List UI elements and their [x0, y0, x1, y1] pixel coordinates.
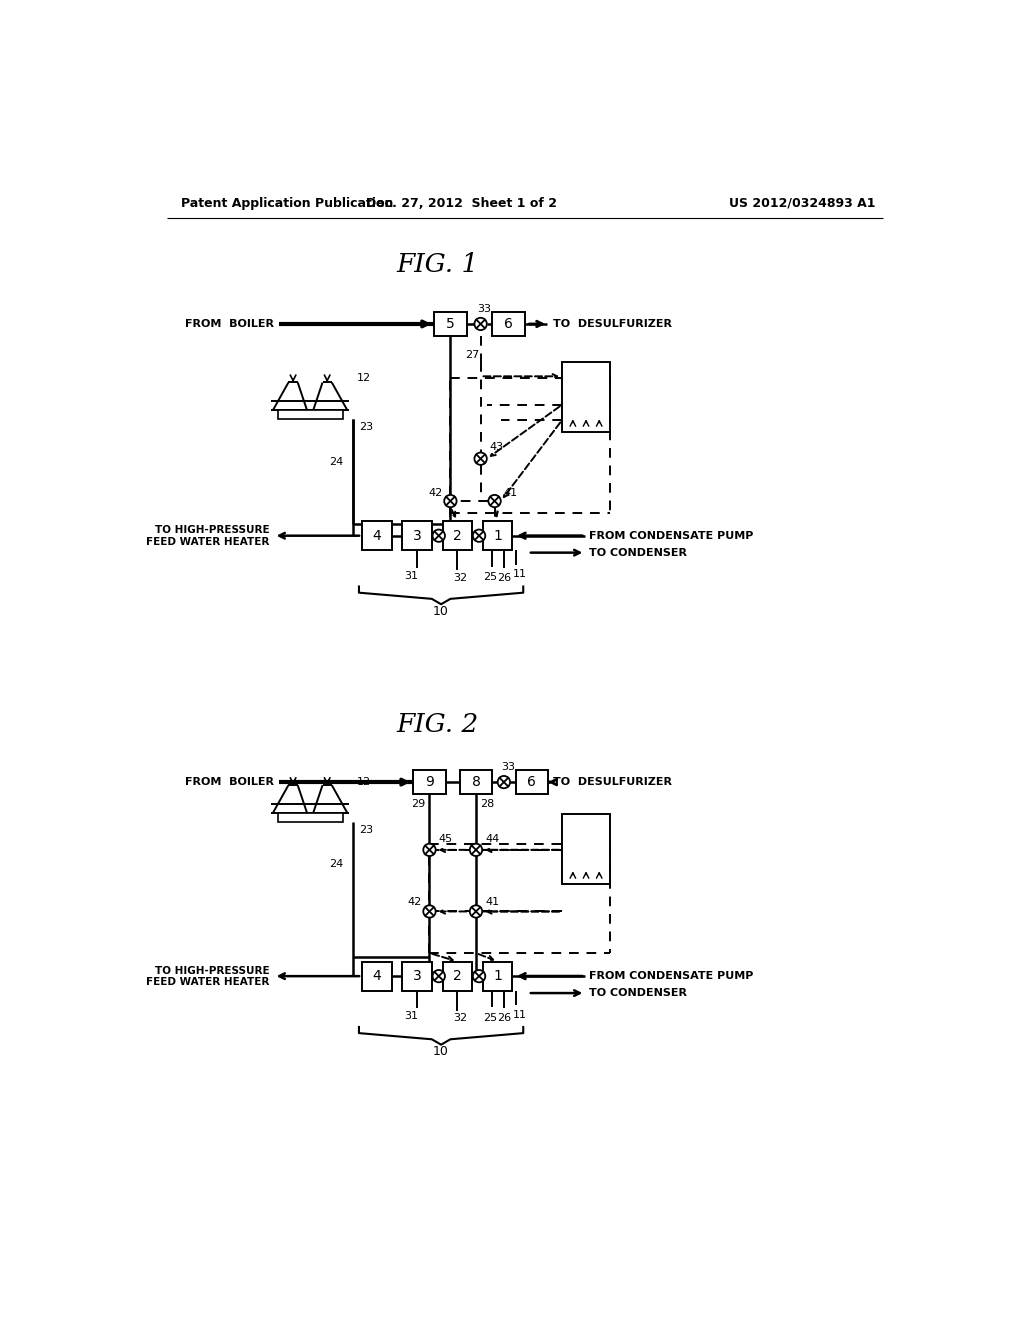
Circle shape — [488, 495, 501, 507]
Text: 23: 23 — [359, 422, 373, 432]
Text: 24: 24 — [330, 457, 344, 467]
Text: 32: 32 — [454, 573, 468, 583]
Bar — [362, 961, 391, 991]
Text: 31: 31 — [403, 570, 418, 581]
Text: 8: 8 — [471, 775, 480, 789]
Text: 6: 6 — [527, 775, 537, 789]
Text: 5: 5 — [446, 317, 455, 331]
Text: FROM CONDENSATE PUMP: FROM CONDENSATE PUMP — [589, 972, 754, 981]
Text: 23: 23 — [359, 825, 373, 834]
Circle shape — [432, 970, 445, 982]
Bar — [402, 961, 432, 991]
Bar — [414, 770, 445, 795]
Text: TO CONDENSER: TO CONDENSER — [589, 989, 687, 998]
Text: Patent Application Publication: Patent Application Publication — [180, 197, 393, 210]
Text: 9: 9 — [425, 775, 434, 789]
Circle shape — [423, 906, 435, 917]
Bar — [442, 521, 472, 550]
Bar — [483, 961, 512, 991]
Text: US 2012/0324893 A1: US 2012/0324893 A1 — [729, 197, 876, 210]
Text: 10: 10 — [433, 1045, 450, 1059]
Bar — [362, 521, 391, 550]
Text: 33: 33 — [501, 762, 515, 772]
Text: 28: 28 — [480, 799, 495, 809]
Text: 25: 25 — [483, 573, 498, 582]
Bar — [562, 363, 610, 432]
Bar — [460, 770, 493, 795]
Text: 26: 26 — [497, 573, 511, 583]
Bar — [402, 521, 432, 550]
Bar — [515, 770, 548, 795]
Text: FROM CONDENSATE PUMP: FROM CONDENSATE PUMP — [589, 531, 754, 541]
Text: 6: 6 — [504, 317, 513, 331]
Text: 42: 42 — [408, 898, 422, 907]
Text: 7: 7 — [582, 399, 591, 414]
Text: 32: 32 — [454, 1014, 468, 1023]
Text: 41: 41 — [485, 898, 500, 907]
Circle shape — [423, 843, 435, 857]
Bar — [442, 961, 472, 991]
Circle shape — [432, 529, 445, 543]
Text: 10: 10 — [433, 605, 450, 618]
Text: TO CONDENSER: TO CONDENSER — [589, 548, 687, 557]
Text: 2: 2 — [453, 529, 462, 543]
Text: TO  DESULFURIZER: TO DESULFURIZER — [553, 777, 672, 787]
Circle shape — [474, 453, 486, 465]
Text: 27: 27 — [465, 350, 479, 360]
Text: 3: 3 — [413, 969, 422, 983]
Text: 42: 42 — [428, 488, 442, 499]
Circle shape — [470, 906, 482, 917]
Bar — [483, 521, 512, 550]
Text: TO HIGH-PRESSURE: TO HIGH-PRESSURE — [156, 525, 270, 536]
Circle shape — [473, 970, 485, 982]
Text: FROM  BOILER: FROM BOILER — [184, 777, 273, 787]
Text: FEED WATER HEATER: FEED WATER HEATER — [146, 537, 270, 546]
Circle shape — [498, 776, 510, 788]
Text: 26: 26 — [497, 1014, 511, 1023]
Text: 24: 24 — [330, 859, 344, 870]
Text: TO HIGH-PRESSURE: TO HIGH-PRESSURE — [156, 966, 270, 975]
Text: 1: 1 — [494, 969, 502, 983]
Text: 33: 33 — [477, 304, 492, 314]
Circle shape — [473, 529, 485, 543]
Text: 12: 12 — [356, 777, 371, 787]
Text: 45: 45 — [438, 834, 453, 843]
Text: 29: 29 — [412, 799, 426, 809]
Text: FIG. 1: FIG. 1 — [397, 252, 479, 277]
Text: 11: 11 — [513, 1010, 527, 1019]
Text: 25: 25 — [483, 1012, 498, 1023]
Text: Dec. 27, 2012  Sheet 1 of 2: Dec. 27, 2012 Sheet 1 of 2 — [366, 197, 557, 210]
Bar — [278, 411, 343, 420]
Text: FIG. 2: FIG. 2 — [397, 711, 479, 737]
Text: 44: 44 — [485, 834, 500, 843]
Text: FROM  BOILER: FROM BOILER — [184, 319, 273, 329]
Circle shape — [470, 843, 482, 857]
Text: 11: 11 — [513, 569, 527, 579]
Text: 43: 43 — [489, 442, 504, 453]
Bar — [562, 814, 610, 884]
Text: FEED WATER HEATER: FEED WATER HEATER — [146, 977, 270, 987]
Text: 2: 2 — [453, 969, 462, 983]
Circle shape — [444, 495, 457, 507]
Text: 12: 12 — [356, 372, 371, 383]
Text: TO  DESULFURIZER: TO DESULFURIZER — [553, 319, 672, 329]
Text: 1: 1 — [494, 529, 502, 543]
Bar — [434, 312, 467, 337]
Bar — [493, 312, 524, 337]
Text: 41: 41 — [504, 488, 518, 499]
Text: 4: 4 — [373, 969, 381, 983]
Text: 3: 3 — [413, 529, 422, 543]
Text: 4: 4 — [373, 529, 381, 543]
Text: 31: 31 — [403, 1011, 418, 1022]
Circle shape — [474, 318, 486, 330]
Text: 7: 7 — [582, 851, 591, 866]
Bar — [278, 813, 343, 822]
